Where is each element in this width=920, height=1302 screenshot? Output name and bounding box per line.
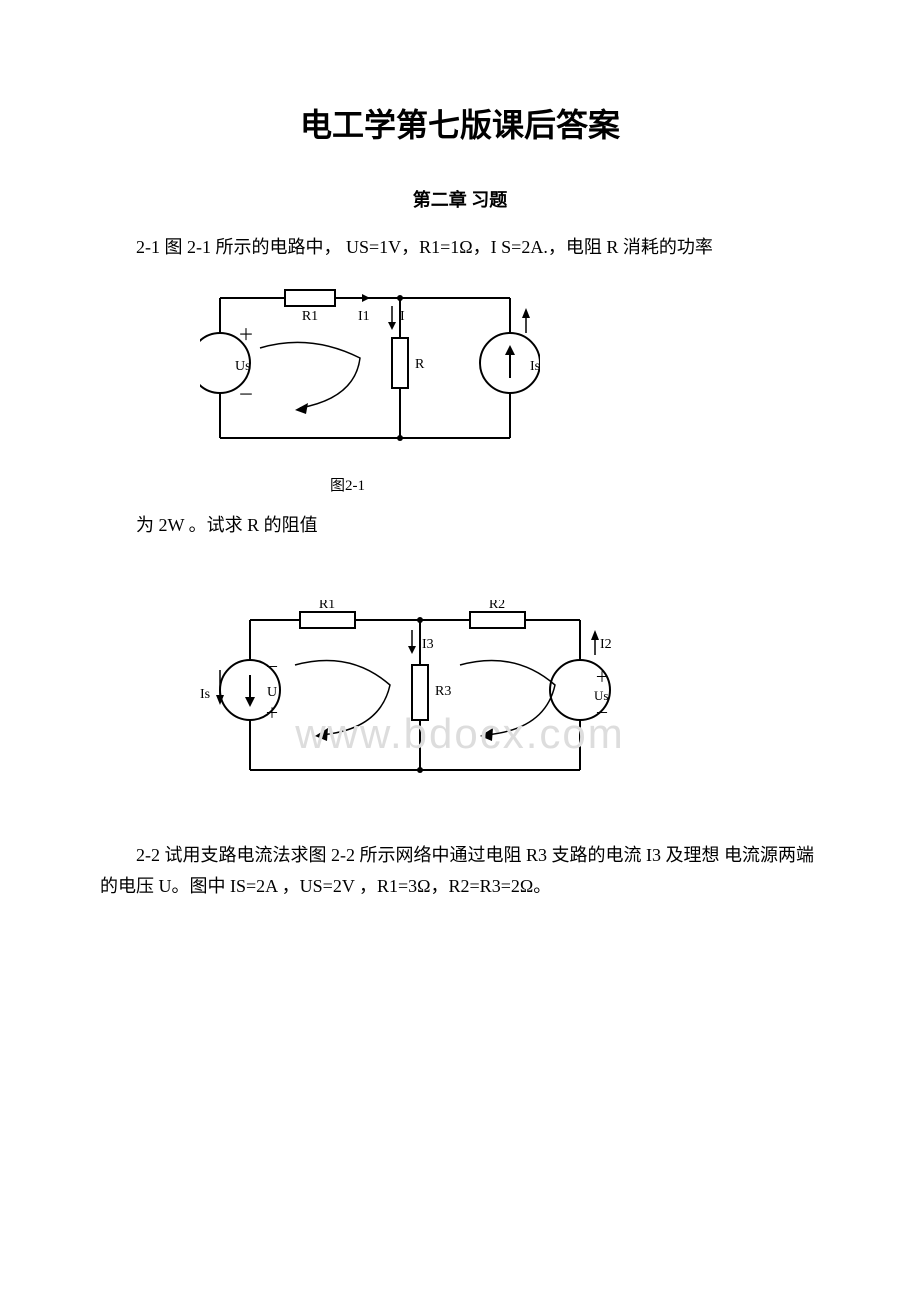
label-minus-2: －: [595, 707, 609, 722]
label-r3: R3: [435, 684, 451, 699]
label-plus-2: ＋: [595, 671, 609, 686]
figure-2-1: R1 I1 Is Us ＋ －: [200, 278, 820, 495]
label-is: Is: [530, 359, 540, 374]
label-minus: －: [238, 387, 254, 404]
circuit-diagram-2: R1 R2 ＋ Us － I2 Is － U ＋: [200, 600, 620, 800]
label-plus-u: ＋: [265, 707, 279, 722]
label-plus: ＋: [238, 327, 254, 344]
problem-2-1-text-b: 为 2W 。试求 R 的阻值: [100, 510, 820, 541]
problem-2-2-text: 2-2 试用支路电流法求图 2-2 所示网络中通过电阻 R3 支路的电流 I3 …: [100, 840, 820, 901]
circuit-diagram-1: R1 I1 Is Us ＋ －: [200, 278, 540, 468]
label-u: U: [267, 685, 277, 700]
label-r1: R1: [302, 309, 318, 324]
label-us-2: Us: [594, 688, 608, 703]
label-i2: I2: [600, 637, 612, 652]
label-r2: R2: [489, 600, 505, 612]
problem-2-1-text-a: 2-1 图 2-1 所示的电路中， US=1V，R1=1Ω，I S=2A.，电阻…: [100, 232, 820, 263]
label-minus-u: －: [265, 661, 279, 676]
figure-2-1-caption: 图2-1: [330, 474, 820, 495]
label-i: I: [400, 309, 405, 324]
page-title: 电工学第七版课后答案: [100, 100, 820, 146]
chapter-subtitle: 第二章 习题: [100, 186, 820, 212]
label-i1: I1: [358, 309, 370, 324]
figure-2-2: R1 R2 ＋ Us － I2 Is － U ＋: [200, 600, 820, 800]
label-is-2: Is: [200, 687, 210, 702]
label-i3: I3: [422, 637, 434, 652]
label-r1-2: R1: [319, 600, 335, 612]
label-r: R: [415, 357, 425, 372]
label-us: Us: [235, 359, 251, 374]
